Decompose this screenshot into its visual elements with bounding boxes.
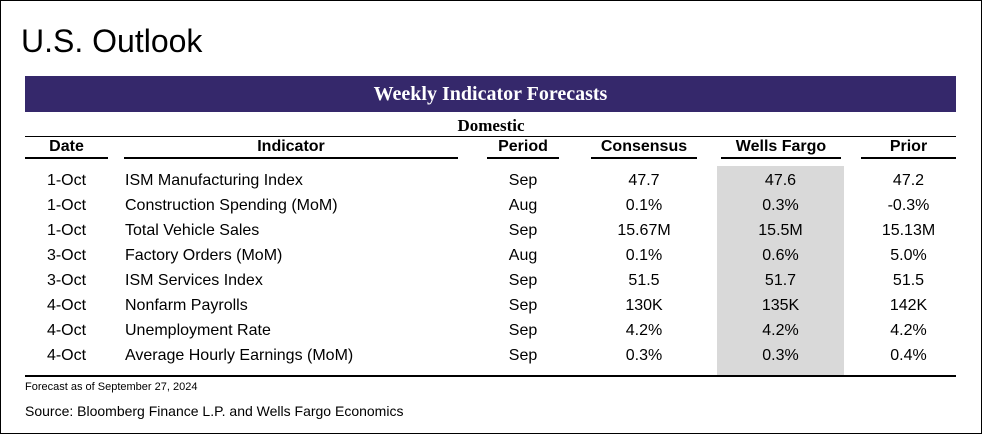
cell-indicator: ISM Services Index xyxy=(125,272,263,289)
column-header-wells-fargo: Wells Fargo xyxy=(735,138,827,155)
column-header-date: Date xyxy=(49,138,84,155)
cell-prior: 5.0% xyxy=(890,247,927,264)
table-row: 1-Oct Total Vehicle Sales Sep 15.67M 15.… xyxy=(1,218,981,243)
column-header-consensus: Consensus xyxy=(600,138,688,155)
header-underline-prior xyxy=(861,157,956,159)
cell-consensus: 0.1% xyxy=(625,197,663,214)
cell-wells-fargo: 51.7 xyxy=(764,272,797,289)
cell-period: Aug xyxy=(508,247,538,264)
cell-period: Sep xyxy=(508,347,538,364)
cell-consensus: 47.7 xyxy=(628,172,660,189)
cell-wells-fargo: 0.6% xyxy=(762,247,799,264)
forecast-date-note: Forecast as of September 27, 2024 xyxy=(25,381,198,393)
header-underline-indicator xyxy=(124,157,458,159)
cell-indicator: ISM Manufacturing Index xyxy=(125,172,303,189)
header-top-rule xyxy=(25,136,956,137)
cell-prior: 51.5 xyxy=(892,272,925,289)
cell-indicator: Construction Spending (MoM) xyxy=(125,197,338,214)
cell-wells-fargo: 15.5M xyxy=(758,222,803,239)
table-bottom-rule xyxy=(25,375,956,377)
cell-wells-fargo: 47.6 xyxy=(764,172,797,189)
cell-consensus: 51.5 xyxy=(628,272,660,289)
table-row: 1-Oct ISM Manufacturing Index Sep 47.7 4… xyxy=(1,168,981,193)
cell-indicator: Nonfarm Payrolls xyxy=(125,297,248,314)
cell-wells-fargo: 135K xyxy=(761,297,800,314)
cell-period: Sep xyxy=(508,172,538,189)
banner-title: Weekly Indicator Forecasts xyxy=(373,82,608,105)
cell-date: 1-Oct xyxy=(46,172,87,189)
cell-consensus: 0.3% xyxy=(625,347,663,364)
column-header-indicator: Indicator xyxy=(257,138,325,155)
cell-consensus: 4.2% xyxy=(625,322,663,339)
cell-date: 4-Oct xyxy=(46,297,87,314)
cell-indicator: Average Hourly Earnings (MoM) xyxy=(125,347,354,364)
cell-date: 4-Oct xyxy=(46,322,87,339)
header-underline-date xyxy=(25,157,108,159)
header-underline-wells-fargo xyxy=(721,157,841,159)
table-row: 4-Oct Average Hourly Earnings (MoM) Sep … xyxy=(1,343,981,368)
cell-consensus: 130K xyxy=(625,297,663,314)
cell-period: Sep xyxy=(508,297,538,314)
cell-wells-fargo: 0.3% xyxy=(762,347,799,364)
cell-date: 3-Oct xyxy=(46,272,87,289)
cell-prior: 0.4% xyxy=(890,347,927,364)
header-underline-period xyxy=(487,157,559,159)
cell-prior: 142K xyxy=(889,297,928,314)
table-banner: Weekly Indicator Forecasts xyxy=(25,76,956,112)
cell-prior: 47.2 xyxy=(892,172,925,189)
cell-date: 4-Oct xyxy=(46,347,87,364)
cell-consensus: 15.67M xyxy=(617,222,671,239)
section-heading: Domestic xyxy=(457,116,525,135)
source-note: Source: Bloomberg Finance L.P. and Wells… xyxy=(25,403,404,419)
cell-prior: 4.2% xyxy=(890,322,927,339)
cell-indicator: Unemployment Rate xyxy=(125,322,271,339)
cell-period: Sep xyxy=(508,322,538,339)
cell-indicator: Total Vehicle Sales xyxy=(125,222,260,239)
cell-period: Aug xyxy=(508,197,538,214)
page-title: U.S. Outlook xyxy=(21,23,203,59)
table-row: 1-Oct Construction Spending (MoM) Aug 0.… xyxy=(1,193,981,218)
cell-date: 1-Oct xyxy=(46,222,87,239)
cell-prior: 15.13M xyxy=(881,222,936,239)
cell-date: 3-Oct xyxy=(46,247,87,264)
cell-period: Sep xyxy=(508,272,538,289)
table-row: 4-Oct Unemployment Rate Sep 4.2% 4.2% 4.… xyxy=(1,318,981,343)
wells-fargo-highlight xyxy=(717,166,844,375)
cell-period: Sep xyxy=(508,222,538,239)
cell-indicator: Factory Orders (MoM) xyxy=(125,247,283,264)
cell-prior: -0.3% xyxy=(887,197,930,214)
header-underline-consensus xyxy=(591,157,697,159)
column-header-period: Period xyxy=(498,138,548,155)
cell-wells-fargo: 4.2% xyxy=(762,322,799,339)
column-header-prior: Prior xyxy=(889,138,928,155)
cell-wells-fargo: 0.3% xyxy=(762,197,799,214)
table-row: 3-Oct Factory Orders (MoM) Aug 0.1% 0.6%… xyxy=(1,243,981,268)
cell-consensus: 0.1% xyxy=(625,247,663,264)
table-row: 3-Oct ISM Services Index Sep 51.5 51.7 5… xyxy=(1,268,981,293)
table-row: 4-Oct Nonfarm Payrolls Sep 130K 135K 142… xyxy=(1,293,981,318)
cell-date: 1-Oct xyxy=(46,197,87,214)
